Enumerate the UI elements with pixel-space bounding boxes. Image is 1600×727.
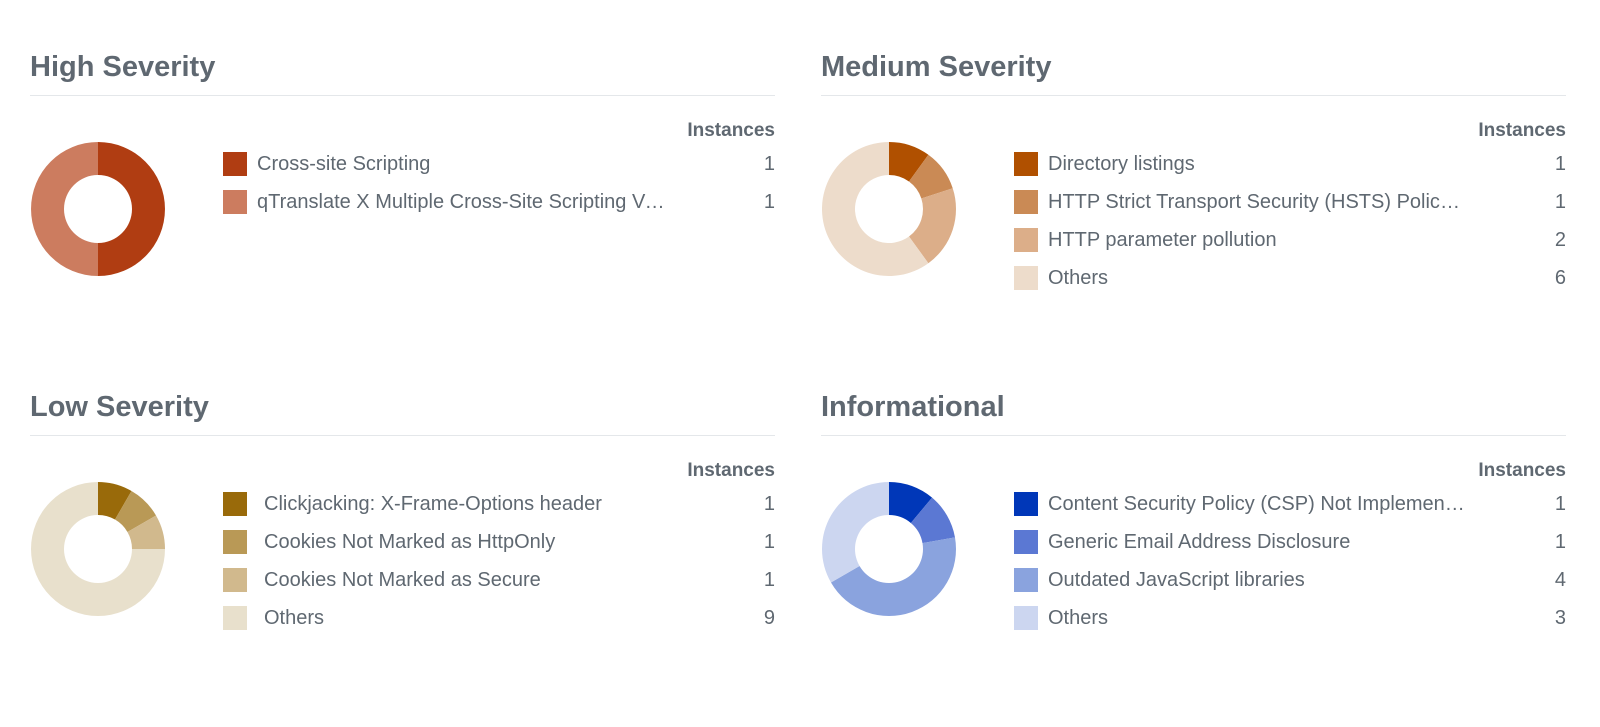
- donut-slice-http-strict-transport-security-hsts-policy[interactable]: [908, 154, 953, 199]
- legend-value: 4: [1554, 569, 1566, 591]
- panel-title: Medium Severity: [821, 51, 1052, 83]
- legend-item[interactable]: Cookies Not Marked as HttpOnly 1: [223, 523, 775, 561]
- donut-chart: [822, 482, 956, 616]
- legend-value: 1: [763, 191, 775, 213]
- legend-swatch: [1014, 530, 1038, 554]
- legend-header-instances: Instances: [1478, 120, 1566, 141]
- legend-swatch: [223, 568, 247, 592]
- legend-item[interactable]: qTranslate X Multiple Cross-Site Scripti…: [223, 183, 775, 221]
- donut-slice-content-security-policy-csp-not-implemen[interactable]: [889, 482, 933, 523]
- legend-swatch: [223, 152, 247, 176]
- legend-label: Others: [1048, 267, 1109, 289]
- legend-header-instances: Instances: [687, 460, 775, 481]
- legend-item[interactable]: Clickjacking: X-Frame-Options header 1: [223, 485, 775, 523]
- donut-slice-others[interactable]: [822, 142, 929, 276]
- legend-value: 1: [1554, 493, 1566, 515]
- divider: [30, 95, 775, 96]
- legend-value: 2: [1554, 229, 1566, 251]
- legend-value: 1: [1554, 531, 1566, 553]
- legend-label: qTranslate X Multiple Cross-Site Scripti…: [257, 191, 675, 213]
- legend-value: 1: [1554, 191, 1566, 213]
- panel-title: High Severity: [30, 51, 216, 83]
- legend-swatch: [223, 530, 247, 554]
- legend-label: Content Security Policy (CSP) Not Implem…: [1048, 493, 1465, 515]
- legend: Instances Cross-site Scripting 1 qTranslat…: [223, 117, 775, 221]
- divider: [821, 435, 1566, 436]
- legend-item[interactable]: Directory listings 1: [1014, 145, 1566, 183]
- legend-swatch: [1014, 266, 1038, 290]
- legend-label: Cookies Not Marked as Secure: [264, 569, 541, 591]
- legend-swatch: [1014, 568, 1038, 592]
- donut-slice-cross-site-scripting[interactable]: [98, 142, 165, 276]
- legend-label: Generic Email Address Disclosure: [1048, 531, 1351, 553]
- legend-item[interactable]: HTTP parameter pollution 2: [1014, 221, 1566, 259]
- divider: [30, 435, 775, 436]
- legend-item[interactable]: Others 3: [1014, 599, 1566, 637]
- legend-label: Directory listings: [1048, 153, 1195, 175]
- donut-slice-others[interactable]: [31, 482, 165, 616]
- legend-value: 9: [763, 607, 775, 629]
- donut-slice-generic-email-address-disclosure[interactable]: [910, 497, 955, 544]
- legend-label: Others: [1048, 607, 1109, 629]
- donut-slice-http-parameter-pollution[interactable]: [908, 188, 956, 264]
- legend-swatch: [223, 492, 247, 516]
- panel-title: Low Severity: [30, 391, 209, 423]
- panel-title: Informational: [821, 391, 1005, 423]
- legend-swatch: [1014, 152, 1038, 176]
- legend: Instances Directory listings 1 HTTP Strict…: [1014, 117, 1566, 297]
- legend-swatch: [1014, 492, 1038, 516]
- legend-value: 1: [763, 531, 775, 553]
- legend-label: HTTP parameter pollution: [1048, 229, 1277, 251]
- legend-label: Others: [264, 607, 325, 629]
- legend-swatch: [1014, 228, 1038, 252]
- legend-label: Cookies Not Marked as HttpOnly: [264, 531, 556, 553]
- legend-label: HTTP Strict Transport Security (HSTS) Po…: [1048, 191, 1466, 213]
- legend-item[interactable]: Outdated JavaScript libraries 4: [1014, 561, 1566, 599]
- legend-value: 1: [1554, 153, 1566, 175]
- legend-swatch: [223, 190, 247, 214]
- legend-value: 1: [763, 493, 775, 515]
- donut-slice-others[interactable]: [822, 482, 889, 583]
- legend-label: Cross-site Scripting: [257, 153, 431, 175]
- legend-swatch: [223, 606, 247, 630]
- legend-item[interactable]: Others 9: [223, 599, 775, 637]
- legend-item[interactable]: Generic Email Address Disclosure 1: [1014, 523, 1566, 561]
- donut-slice-cookies-not-marked-as-httponly[interactable]: [115, 490, 157, 532]
- donut-slice-outdated-javascript-libraries[interactable]: [830, 537, 956, 616]
- donut-slice-qtranslate-x-multiple-cross-site-scripting-vul[interactable]: [31, 142, 98, 276]
- legend-item[interactable]: Others 6: [1014, 259, 1566, 297]
- divider: [821, 95, 1566, 96]
- donut-slice-clickjacking-x-frame-options-header[interactable]: [98, 482, 132, 520]
- legend-swatch: [1014, 606, 1038, 630]
- legend-value: 3: [1554, 607, 1566, 629]
- legend-header-instances: Instances: [687, 120, 775, 141]
- legend-label: Outdated JavaScript libraries: [1048, 569, 1305, 591]
- legend-label: Clickjacking: X-Frame-Options header: [264, 493, 602, 515]
- legend-value: 6: [1554, 267, 1566, 289]
- legend-value: 1: [763, 153, 775, 175]
- legend-item[interactable]: Cross-site Scripting 1: [223, 145, 775, 183]
- legend-swatch: [1014, 190, 1038, 214]
- donut-slice-cookies-not-marked-as-secure[interactable]: [127, 515, 165, 550]
- legend: Instances Content Security Policy (CSP) …: [1014, 457, 1566, 637]
- legend-header-instances: Instances: [1478, 460, 1566, 481]
- donut-chart: [822, 142, 956, 276]
- legend-item[interactable]: Content Security Policy (CSP) Not Implem…: [1014, 485, 1566, 523]
- donut-chart: [31, 142, 165, 276]
- legend-item[interactable]: Cookies Not Marked as Secure 1: [223, 561, 775, 599]
- legend: Instances Clickjacking: X-Frame-Options …: [223, 457, 775, 637]
- legend-item[interactable]: HTTP Strict Transport Security (HSTS) Po…: [1014, 183, 1566, 221]
- legend-value: 1: [763, 569, 775, 591]
- donut-chart: [31, 482, 165, 616]
- donut-slice-directory-listings[interactable]: [889, 142, 929, 182]
